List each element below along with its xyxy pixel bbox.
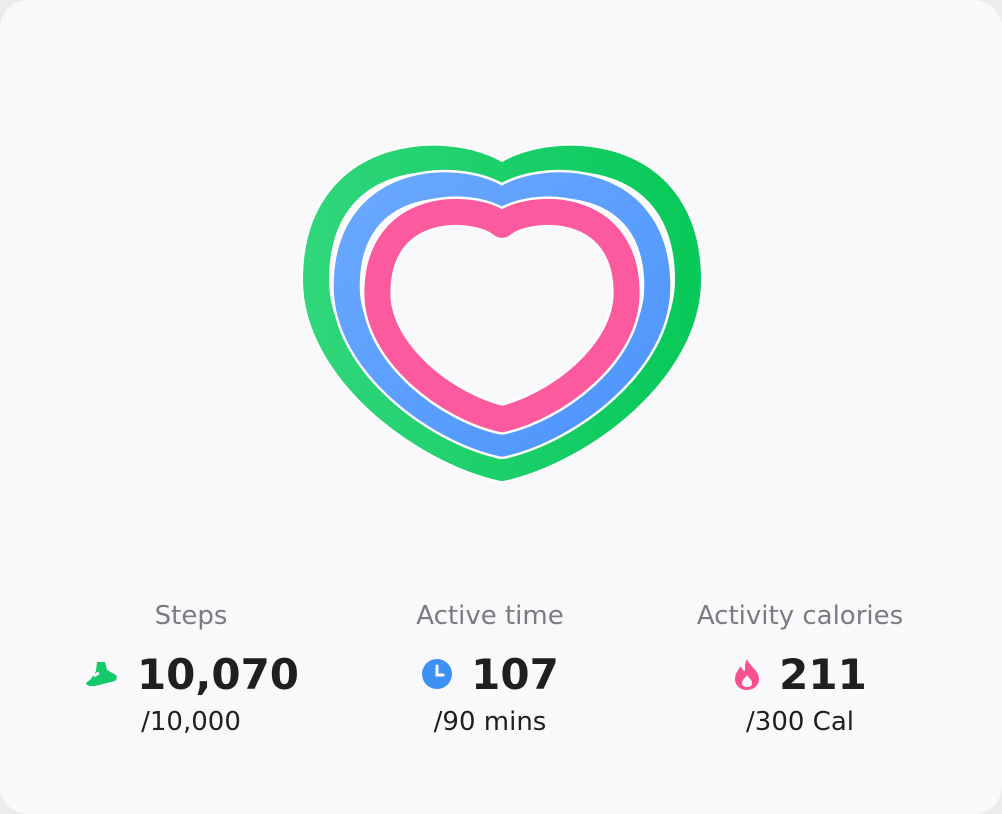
calories-ring xyxy=(377,212,626,419)
stat-value: 107 xyxy=(471,649,559,699)
stat-goal: /90 mins xyxy=(433,707,547,737)
stat-row: 107 xyxy=(330,642,650,706)
steps-icon xyxy=(85,662,117,687)
stat-row: 10,070 xyxy=(31,642,351,706)
stats: Steps 10,070 /10,000 Active time 107 /90… xyxy=(0,596,1002,766)
stat-value: 211 xyxy=(779,649,867,699)
calories-stat[interactable]: Activity calories 211 /300 Cal xyxy=(640,596,960,742)
stat-goal: /10,000 xyxy=(141,707,241,737)
stat-value: 10,070 xyxy=(136,649,300,699)
ring-outline xyxy=(377,212,626,419)
activity-rings xyxy=(0,0,1002,560)
steps-stat[interactable]: Steps 10,070 /10,000 xyxy=(31,596,351,742)
active-time-stat[interactable]: Active time 107 /90 mins xyxy=(330,596,650,742)
stat-label: Activity calories xyxy=(696,601,904,631)
stat-goal: /300 Cal xyxy=(746,707,854,737)
clock-icon xyxy=(422,659,453,689)
stat-label: Steps xyxy=(154,601,228,631)
stat-row: 211 xyxy=(640,642,960,706)
active-time-ring xyxy=(347,185,658,443)
stat-label: Active time xyxy=(416,601,564,631)
flame-icon xyxy=(735,659,760,690)
